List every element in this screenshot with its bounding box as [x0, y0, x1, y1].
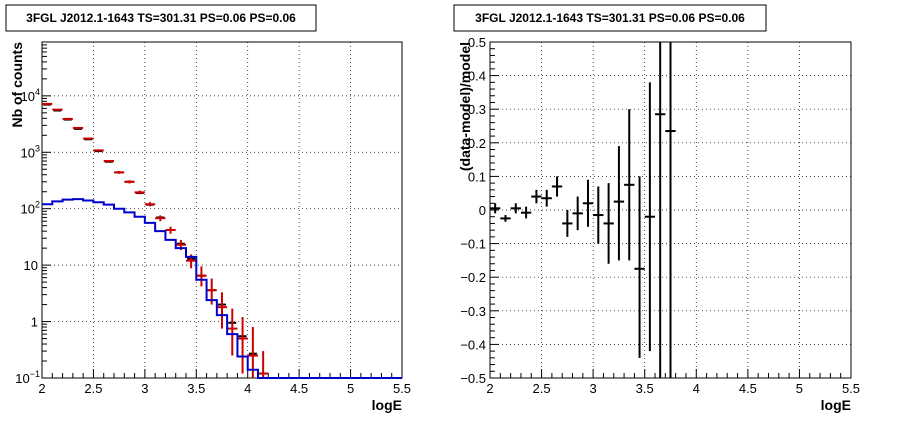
counts-chart-xtick-label: 3 [141, 381, 148, 396]
counts-chart-errorbar-point [72, 126, 84, 129]
counts-chart-errorbar-point [155, 215, 166, 222]
counts-chart-ytick-label: 102 [21, 200, 40, 217]
counts-chart-xtick-label: 4 [244, 381, 251, 396]
residual-chart-ylabel: (data-model)/model [457, 42, 473, 171]
residual-chart-errorbar-point [634, 176, 645, 358]
counts-chart-errorbar-point [237, 317, 248, 374]
residual-chart-errorbar-point [582, 179, 594, 227]
residual-chart-xtick-label: 2 [486, 381, 493, 396]
residual-chart-xtick-label: 5.5 [842, 381, 860, 396]
residual-chart-marks [490, 42, 676, 378]
residual-chart-errorbar-point [531, 189, 542, 204]
residual-chart-title-box [453, 4, 767, 32]
counts-chart-ytick-label: 103 [21, 143, 40, 160]
residual-chart-ytick-label: −0.3 [460, 304, 486, 319]
counts-chart-errorbar-point [216, 292, 228, 329]
residual-chart-errorbar-point [665, 42, 676, 378]
counts-chart-title-box [5, 4, 317, 32]
residual-chart-xtick-label: 4 [693, 381, 700, 396]
counts-chart-errorbar-point [165, 226, 176, 234]
counts-chart-xtick-label: 2.5 [84, 381, 102, 396]
residual-chart-ytick-label: −0.1 [460, 237, 486, 252]
counts-chart-xtick-label: 5 [347, 381, 354, 396]
counts-chart-errorbar-point [134, 190, 145, 195]
counts-chart-xlabel: logE [372, 397, 402, 413]
counts-chart-frame [41, 41, 403, 379]
counts-chart-errorbar-point [103, 159, 114, 163]
residual-chart-errorbar-point [572, 196, 583, 231]
counts-chart-errorbar-point [42, 102, 53, 105]
counts-chart-title: 3FGL J2012.1-1643 TS=301.31 PS=0.06 PS=0… [26, 11, 296, 25]
residual-chart-title: 3FGL J2012.1-1643 TS=301.31 PS=0.06 PS=0… [475, 11, 745, 25]
counts-chart-axes: 2 2.5 3 3.5 4 4.5 5 5.5 10−1 1 10 102 103 104 [15, 41, 411, 396]
residual-chart-ytick-label: 0.3 [468, 102, 486, 117]
counts-chart-errorbar-point [93, 149, 104, 152]
counts-chart-ytick-label: 10−1 [15, 369, 40, 386]
counts-chart-ytick-label: 1 [31, 315, 38, 330]
counts-chart-errorbar-point [196, 266, 207, 287]
residual-chart-xlabel: logE [821, 397, 851, 413]
residual-chart-ytick-label: −0.5 [460, 371, 486, 386]
residual-chart-errorbar-point [655, 42, 666, 378]
counts-chart-xtick-label: 3.5 [187, 381, 205, 396]
residual-chart-errorbar-point [562, 210, 573, 237]
counts-chart-grid [42, 42, 402, 378]
counts-chart-errorbar-point [227, 308, 238, 356]
counts-chart-errorbar-point [124, 180, 135, 184]
counts-chart-marks [42, 102, 402, 379]
residual-chart-xtick-label: 3 [590, 381, 597, 396]
residual-chart-errorbar-point [644, 82, 656, 352]
counts-chart-errorbar-point [258, 351, 269, 378]
counts-chart: 3FGL J2012.1-1643 TS=301.31 PS=0.06 PS=0… [5, 4, 411, 413]
residual-chart-axes: 2 2.5 3 3.5 4 4.5 5 5.5 −0.5 −0.4 −0.3 −0.2 −0.1 0 0.1… [460, 35, 860, 396]
residual-chart-xtick-label: 4.5 [739, 381, 757, 396]
residual-chart-errorbar-point [541, 189, 552, 207]
residual-chart-ytick-label: 0.1 [468, 169, 486, 184]
residual-chart-errorbar-point [624, 109, 635, 261]
residual-chart-errorbar-point [490, 203, 501, 214]
counts-chart-errorbar-point [114, 171, 125, 174]
residual-chart: 3FGL J2012.1-1643 TS=301.31 PS=0.06 PS=0… [453, 4, 860, 413]
residual-chart-ytick-label: 0.4 [468, 69, 486, 84]
residual-chart-ytick-label: 0.2 [468, 136, 486, 151]
counts-chart-errorbar-point [83, 137, 94, 140]
counts-chart-xtick-label: 5.5 [393, 381, 411, 396]
residual-chart-errorbar-point [551, 176, 563, 197]
residual-chart-errorbar-point [510, 203, 521, 214]
residual-chart-ytick-label: −0.2 [460, 270, 486, 285]
counts-chart-errorbar-point [144, 202, 156, 207]
residual-chart-errorbar-point [603, 183, 614, 264]
residual-chart-errorbar-point [593, 186, 604, 244]
counts-chart-model-step-line [42, 198, 402, 379]
residual-chart-ytick-label: 0 [479, 203, 486, 218]
residual-chart-xtick-label: 3.5 [636, 381, 654, 396]
counts-chart-ytick-label: 104 [21, 87, 40, 104]
residual-chart-xtick-label: 2.5 [533, 381, 551, 396]
residual-chart-xtick-label: 5 [796, 381, 803, 396]
residual-chart-errorbar-point [500, 215, 511, 222]
counts-chart-ytick-label: 10 [24, 258, 38, 273]
counts-chart-xtick-label: 4.5 [290, 381, 308, 396]
residual-chart-errorbar-point [613, 146, 625, 261]
residual-chart-ytick-label: 0.5 [468, 35, 486, 50]
counts-chart-xtick-label: 2 [38, 381, 45, 396]
counts-chart-ylabel: Nb of counts [9, 42, 25, 128]
residual-chart-ytick-label: −0.4 [460, 337, 486, 352]
counts-chart-errorbar-point [52, 108, 63, 111]
residual-chart-errorbar-point [520, 206, 532, 219]
counts-chart-errorbar-point [62, 117, 73, 120]
